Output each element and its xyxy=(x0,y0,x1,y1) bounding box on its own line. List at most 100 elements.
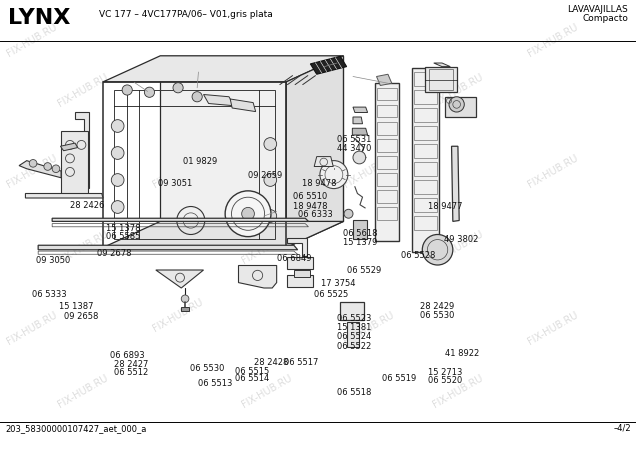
Text: 06 5520: 06 5520 xyxy=(428,376,462,385)
Text: 15 1381: 15 1381 xyxy=(337,323,371,332)
Text: FIX-HUB.RU: FIX-HUB.RU xyxy=(342,310,396,347)
Polygon shape xyxy=(287,238,307,256)
Text: FIX-HUB.RU: FIX-HUB.RU xyxy=(56,72,109,108)
Text: 06 5333: 06 5333 xyxy=(32,290,66,299)
Circle shape xyxy=(29,160,37,167)
Circle shape xyxy=(122,85,132,95)
Polygon shape xyxy=(352,128,368,135)
Text: 15 1387: 15 1387 xyxy=(59,302,93,311)
Polygon shape xyxy=(160,56,343,221)
Polygon shape xyxy=(25,194,103,198)
Text: 09 2678: 09 2678 xyxy=(97,249,131,258)
Text: 06 5529: 06 5529 xyxy=(347,266,381,275)
Polygon shape xyxy=(452,146,459,221)
Circle shape xyxy=(181,295,189,302)
Circle shape xyxy=(111,174,124,186)
Bar xyxy=(414,90,437,104)
Text: 06 5531: 06 5531 xyxy=(337,135,371,144)
Circle shape xyxy=(449,97,464,112)
Polygon shape xyxy=(425,67,457,92)
Text: 49 3802: 49 3802 xyxy=(444,235,478,244)
Text: Compacto: Compacto xyxy=(583,14,628,23)
Text: FIX-HUB.RU: FIX-HUB.RU xyxy=(5,22,59,59)
Circle shape xyxy=(44,163,52,170)
Text: 06 5513: 06 5513 xyxy=(198,379,233,388)
Bar xyxy=(287,275,313,287)
Polygon shape xyxy=(230,99,256,112)
Text: 18 9477: 18 9477 xyxy=(428,202,462,211)
Bar xyxy=(445,97,476,117)
Text: LYNX: LYNX xyxy=(8,8,70,28)
Polygon shape xyxy=(238,266,277,288)
Text: FIX-HUB.RU: FIX-HUB.RU xyxy=(240,72,294,108)
Text: 18 9478: 18 9478 xyxy=(302,179,336,188)
Circle shape xyxy=(320,161,348,189)
Circle shape xyxy=(173,83,183,93)
Text: –4/2: –4/2 xyxy=(613,424,631,433)
Bar xyxy=(414,72,437,86)
Circle shape xyxy=(52,165,60,172)
Text: FIX-HUB.RU: FIX-HUB.RU xyxy=(431,373,485,410)
Bar xyxy=(377,156,398,169)
Bar xyxy=(377,88,398,100)
Text: 06 5512: 06 5512 xyxy=(114,368,149,377)
Text: FIX-HUB.RU: FIX-HUB.RU xyxy=(431,72,485,108)
Text: 06 5522: 06 5522 xyxy=(337,342,371,351)
Text: 06 5618: 06 5618 xyxy=(343,230,378,238)
Text: 06 5519: 06 5519 xyxy=(382,374,417,383)
Text: FIX-HUB.RU: FIX-HUB.RU xyxy=(5,310,59,347)
Bar xyxy=(414,216,437,230)
Polygon shape xyxy=(286,56,343,248)
Text: 06 5585: 06 5585 xyxy=(106,232,140,241)
Text: LAVAVAJILLAS: LAVAVAJILLAS xyxy=(567,5,628,14)
Polygon shape xyxy=(310,56,347,74)
Text: 06 5530: 06 5530 xyxy=(190,364,224,373)
Text: VC 177 – 4VC177PA/06– V01,gris plata: VC 177 – 4VC177PA/06– V01,gris plata xyxy=(99,10,272,19)
Text: FIX-HUB.RU: FIX-HUB.RU xyxy=(527,22,580,59)
Polygon shape xyxy=(434,63,450,67)
Text: 06 6333: 06 6333 xyxy=(298,210,333,219)
Text: 06 5528: 06 5528 xyxy=(401,251,435,260)
Text: 06 6849: 06 6849 xyxy=(277,254,311,263)
Text: 06 5523: 06 5523 xyxy=(337,314,371,323)
Polygon shape xyxy=(38,245,298,250)
Circle shape xyxy=(242,207,254,220)
Text: FIX-HUB.RU: FIX-HUB.RU xyxy=(431,229,485,266)
Text: 09 2658: 09 2658 xyxy=(64,312,98,321)
Circle shape xyxy=(422,234,453,265)
Circle shape xyxy=(111,201,124,213)
Bar xyxy=(414,126,437,140)
Text: 203_58300000107427_aet_000_a: 203_58300000107427_aet_000_a xyxy=(5,424,146,433)
Text: 28 2426: 28 2426 xyxy=(70,201,104,210)
Polygon shape xyxy=(353,107,368,112)
Circle shape xyxy=(264,174,277,186)
Text: FIX-HUB.RU: FIX-HUB.RU xyxy=(151,297,205,333)
Circle shape xyxy=(344,209,353,218)
Bar xyxy=(414,198,437,212)
Text: 06 5510: 06 5510 xyxy=(293,192,327,201)
Polygon shape xyxy=(204,94,234,106)
Bar xyxy=(61,130,88,194)
Text: FIX-HUB.RU: FIX-HUB.RU xyxy=(56,229,109,266)
Text: 06 5514: 06 5514 xyxy=(235,374,270,383)
Circle shape xyxy=(264,138,277,150)
Bar xyxy=(414,108,437,122)
Polygon shape xyxy=(181,307,189,310)
Text: FIX-HUB.RU: FIX-HUB.RU xyxy=(151,153,205,189)
Text: 06 6893: 06 6893 xyxy=(110,351,144,360)
Text: 06 5517: 06 5517 xyxy=(284,358,318,367)
Polygon shape xyxy=(377,74,392,86)
Text: 06 5525: 06 5525 xyxy=(314,290,349,299)
Text: 28 2429: 28 2429 xyxy=(420,302,454,311)
Text: FIX-HUB.RU: FIX-HUB.RU xyxy=(527,310,580,347)
Bar xyxy=(377,122,398,135)
Text: FIX-HUB.RU: FIX-HUB.RU xyxy=(240,373,294,410)
Bar xyxy=(375,83,399,241)
Text: FIX-HUB.RU: FIX-HUB.RU xyxy=(56,373,109,410)
Text: 15 2713: 15 2713 xyxy=(428,368,462,377)
Text: 28 2427: 28 2427 xyxy=(114,360,149,369)
Bar xyxy=(353,220,367,239)
Text: 41 8922: 41 8922 xyxy=(445,349,480,358)
Text: FIX-HUB.RU: FIX-HUB.RU xyxy=(240,229,294,266)
Bar xyxy=(377,105,398,117)
